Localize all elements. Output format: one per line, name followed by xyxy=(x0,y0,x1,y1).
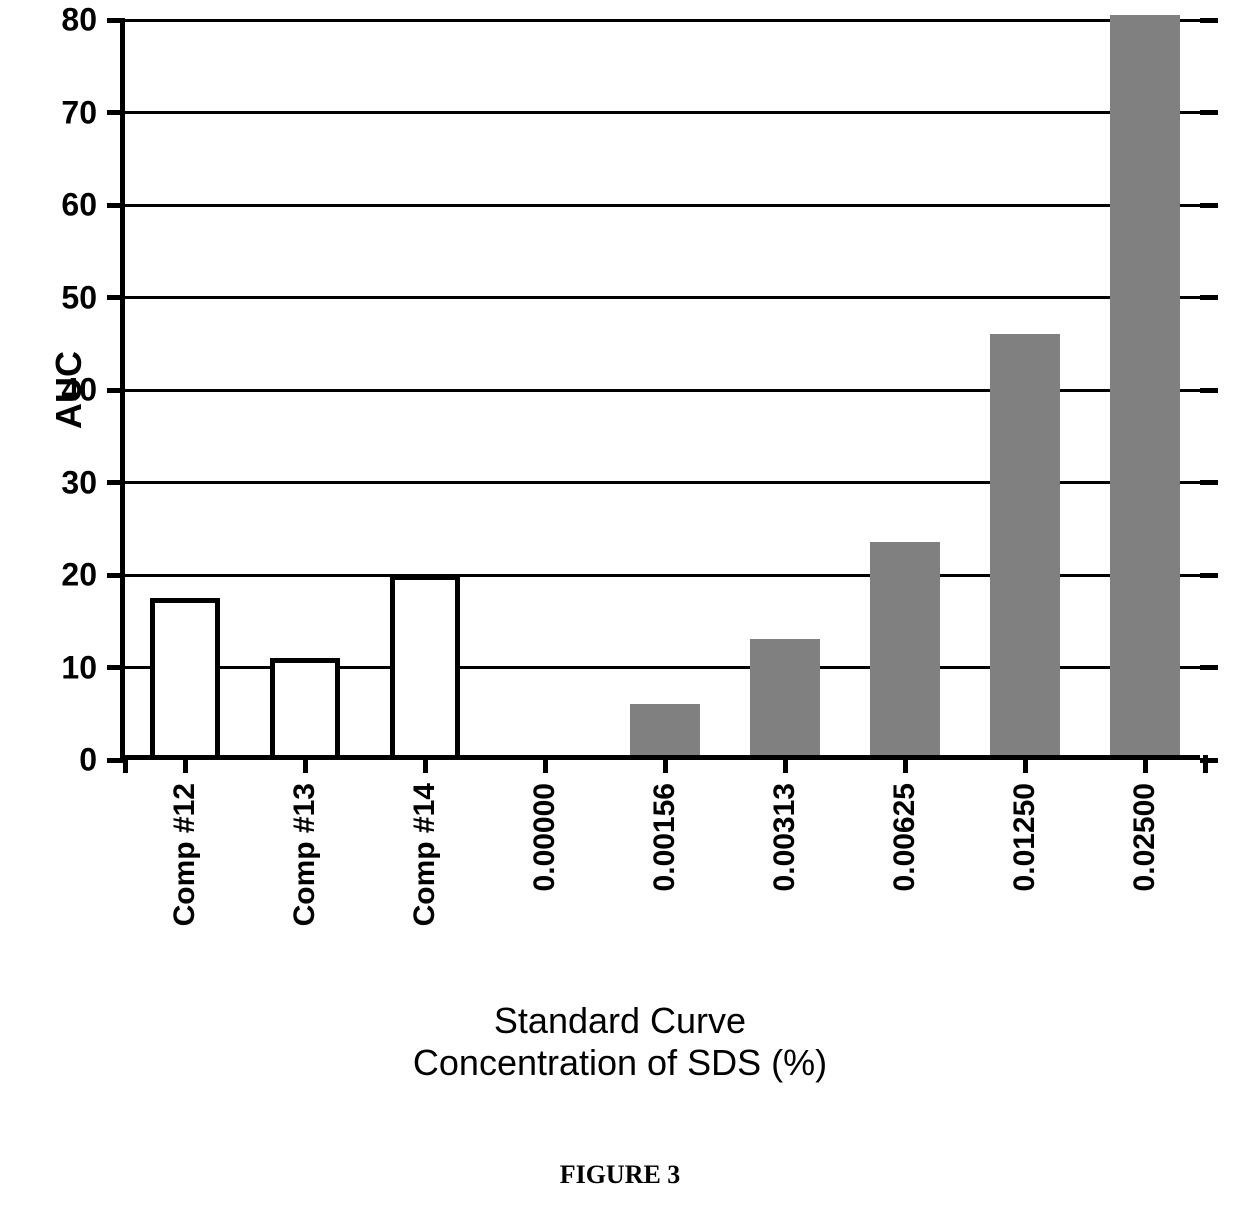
y-tick-right xyxy=(1200,18,1218,23)
gridline xyxy=(125,111,1200,114)
x-tick xyxy=(1023,755,1028,773)
y-tick-right xyxy=(1200,665,1218,670)
bar-filled xyxy=(630,704,700,755)
bar-outline xyxy=(390,575,460,755)
x-tick xyxy=(423,755,428,773)
x-axis-title: Standard Curve Concentration of SDS (%) xyxy=(0,1000,1240,1084)
y-tick-right xyxy=(1200,573,1218,578)
x-tick-label: Comp #12 xyxy=(168,783,202,926)
x-tick xyxy=(1203,755,1208,773)
x-axis-title-line1: Standard Curve xyxy=(0,1000,1240,1042)
bar-filled xyxy=(870,542,940,755)
x-tick xyxy=(1143,755,1148,773)
x-tick xyxy=(543,755,548,773)
y-tick-right xyxy=(1200,110,1218,115)
y-tick-right xyxy=(1200,203,1218,208)
bar-filled xyxy=(750,639,820,755)
y-tick-label: 40 xyxy=(61,372,125,409)
y-tick-label: 30 xyxy=(61,464,125,501)
y-tick-label: 50 xyxy=(61,279,125,316)
x-tick xyxy=(903,755,908,773)
x-tick-label: Comp #13 xyxy=(288,783,322,926)
x-tick-label: 0.00000 xyxy=(528,783,562,891)
x-tick-label: 0.01250 xyxy=(1008,783,1042,891)
figure-container: AUC 01020304050607080Comp #12Comp #13Com… xyxy=(0,0,1240,1215)
x-tick-label: Comp #14 xyxy=(408,783,442,926)
y-tick-label: 10 xyxy=(61,649,125,686)
x-tick xyxy=(183,755,188,773)
y-tick-label: 70 xyxy=(61,94,125,131)
y-tick-right xyxy=(1200,388,1218,393)
bar-outline xyxy=(150,598,220,755)
x-tick xyxy=(783,755,788,773)
y-tick-right xyxy=(1200,295,1218,300)
bar-filled xyxy=(1110,15,1180,755)
y-tick-label: 80 xyxy=(61,2,125,39)
y-tick-label: 60 xyxy=(61,187,125,224)
y-tick-label: 0 xyxy=(79,742,125,779)
gridline xyxy=(125,296,1200,299)
y-tick-right xyxy=(1200,480,1218,485)
chart-plot-area: 01020304050607080Comp #12Comp #13Comp #1… xyxy=(120,20,1200,760)
x-tick-label: 0.00625 xyxy=(888,783,922,891)
gridline xyxy=(125,19,1200,22)
x-tick xyxy=(303,755,308,773)
x-axis-title-line2: Concentration of SDS (%) xyxy=(0,1042,1240,1084)
x-tick-label: 0.00313 xyxy=(768,783,802,891)
y-tick-label: 20 xyxy=(61,557,125,594)
x-tick-label: 0.02500 xyxy=(1128,783,1162,891)
bar-filled xyxy=(990,334,1060,755)
gridline xyxy=(125,204,1200,207)
x-tick xyxy=(663,755,668,773)
bar-outline xyxy=(270,658,340,755)
x-tick xyxy=(123,755,128,773)
x-tick-label: 0.00156 xyxy=(648,783,682,891)
figure-caption: FIGURE 3 xyxy=(0,1160,1240,1190)
